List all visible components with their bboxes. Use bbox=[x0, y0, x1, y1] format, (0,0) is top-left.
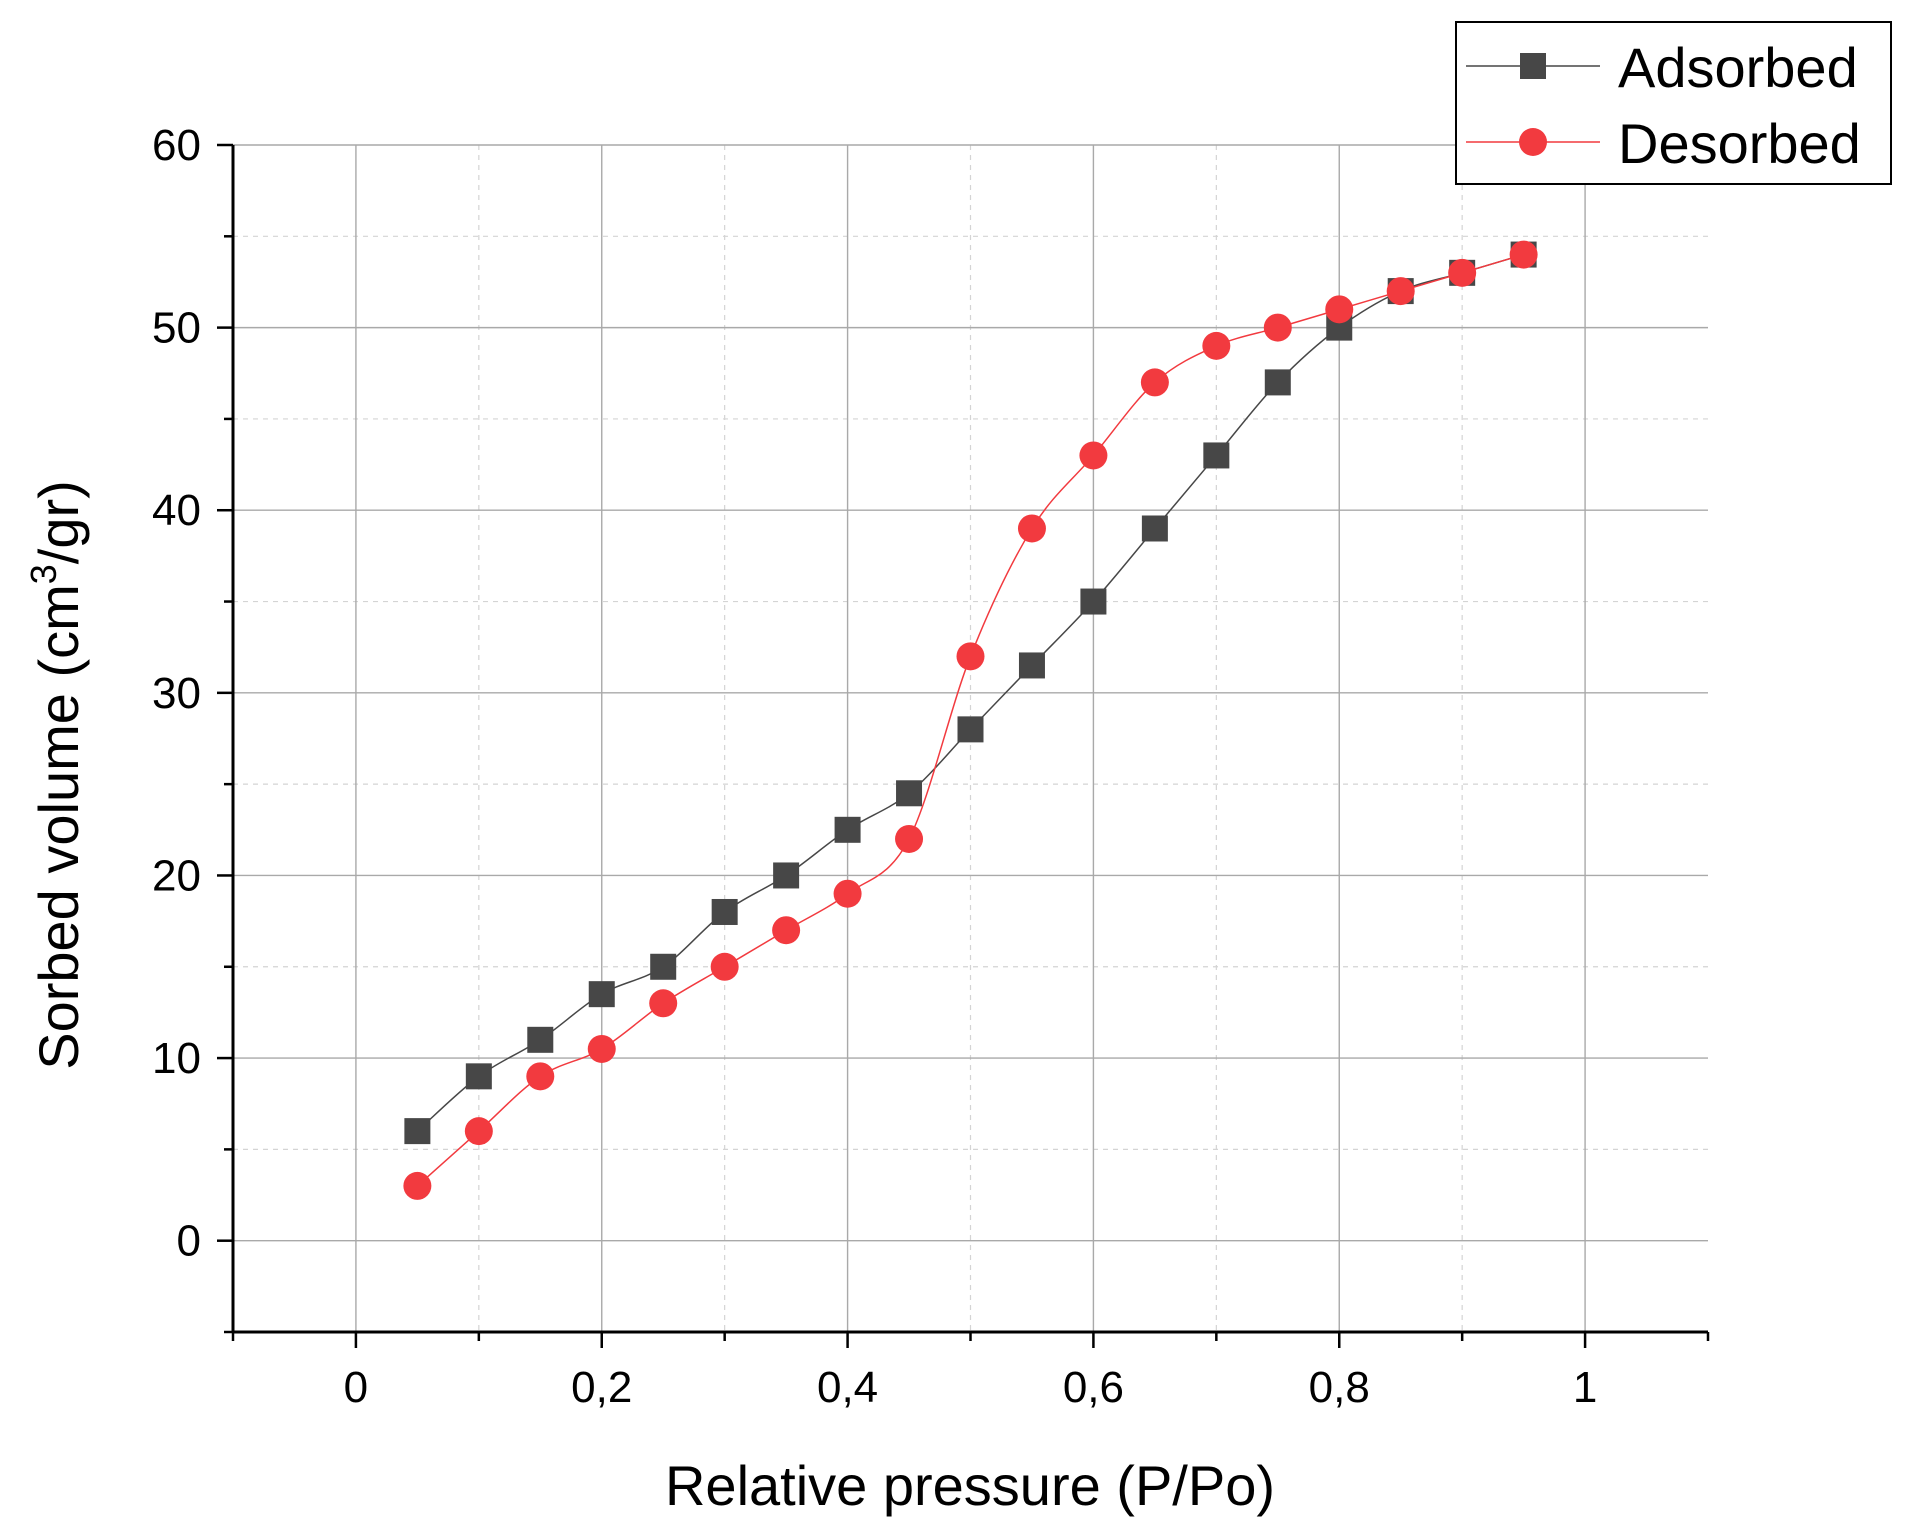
x-tick-label: 0,8 bbox=[1309, 1363, 1370, 1412]
x-tick-label: 0,6 bbox=[1063, 1363, 1124, 1412]
data-point-desorbed bbox=[403, 1171, 432, 1200]
data-point-desorbed bbox=[710, 952, 739, 981]
x-tick-label: 0 bbox=[344, 1363, 368, 1412]
grid bbox=[233, 144, 1708, 1332]
data-point-desorbed bbox=[1140, 368, 1169, 397]
x-axis-title: Relative pressure (P/Po) bbox=[665, 1454, 1275, 1517]
legend-box bbox=[1455, 21, 1892, 185]
y-axis-title-superscript: 3 bbox=[23, 564, 64, 584]
data-point-adsorbed bbox=[834, 816, 861, 843]
series-markers-desorbed bbox=[403, 240, 1538, 1200]
data-point-adsorbed bbox=[957, 716, 984, 743]
data-point-adsorbed bbox=[465, 1063, 492, 1090]
data-point-desorbed bbox=[1386, 277, 1415, 306]
y-tick-label: 20 bbox=[152, 851, 201, 900]
data-point-adsorbed bbox=[650, 953, 677, 980]
data-point-desorbed bbox=[1079, 441, 1108, 470]
data-point-adsorbed bbox=[896, 780, 923, 807]
data-point-desorbed bbox=[464, 1117, 493, 1146]
data-point-desorbed bbox=[956, 642, 985, 671]
data-point-adsorbed bbox=[1018, 652, 1045, 679]
data-point-adsorbed bbox=[1264, 369, 1291, 396]
data-point-adsorbed bbox=[773, 862, 800, 889]
y-tick-label: 10 bbox=[152, 1034, 201, 1083]
y-axis-title-prefix: Sorbed volume (cm bbox=[27, 584, 90, 1070]
series bbox=[403, 240, 1538, 1200]
data-point-adsorbed bbox=[1141, 515, 1168, 542]
x-tick-label: 1 bbox=[1573, 1363, 1597, 1412]
legend-label-adsorbed: Adsorbed bbox=[1618, 36, 1858, 99]
legend: Adsorbed Desorbed bbox=[1455, 21, 1892, 185]
y-axis-title: Sorbed volume (cm3/gr) bbox=[23, 480, 90, 1070]
legend-marker-adsorbed bbox=[1520, 53, 1546, 79]
y-tick-label: 60 bbox=[152, 121, 201, 170]
y-tick-label: 40 bbox=[152, 486, 201, 535]
data-point-desorbed bbox=[1202, 331, 1231, 360]
data-point-desorbed bbox=[833, 879, 862, 908]
data-point-desorbed bbox=[772, 916, 801, 945]
legend-marker-desorbed bbox=[1519, 128, 1547, 156]
y-tick-label: 50 bbox=[152, 304, 201, 353]
data-point-adsorbed bbox=[711, 898, 738, 925]
data-point-desorbed bbox=[1509, 240, 1538, 269]
data-point-desorbed bbox=[895, 824, 924, 853]
data-point-desorbed bbox=[1017, 514, 1046, 543]
data-point-desorbed bbox=[526, 1062, 555, 1091]
y-axis-title-suffix: /gr) bbox=[27, 480, 90, 564]
axis-labels: Relative pressure (P/Po) Sorbed volume (… bbox=[23, 480, 1275, 1517]
data-point-adsorbed bbox=[588, 981, 615, 1008]
data-point-adsorbed bbox=[1080, 588, 1107, 615]
data-point-desorbed bbox=[587, 1034, 616, 1063]
x-tick-label: 0,2 bbox=[571, 1363, 632, 1412]
y-tick-label: 30 bbox=[152, 669, 201, 718]
data-point-desorbed bbox=[649, 989, 678, 1018]
data-point-desorbed bbox=[1448, 258, 1477, 287]
x-tick-label: 0,4 bbox=[817, 1363, 878, 1412]
data-point-adsorbed bbox=[1203, 442, 1230, 469]
data-point-desorbed bbox=[1325, 295, 1354, 324]
legend-label-desorbed: Desorbed bbox=[1618, 112, 1861, 175]
data-point-adsorbed bbox=[404, 1118, 431, 1145]
data-point-desorbed bbox=[1263, 313, 1292, 342]
y-tick-label: 0 bbox=[177, 1217, 201, 1266]
data-point-adsorbed bbox=[527, 1026, 554, 1053]
